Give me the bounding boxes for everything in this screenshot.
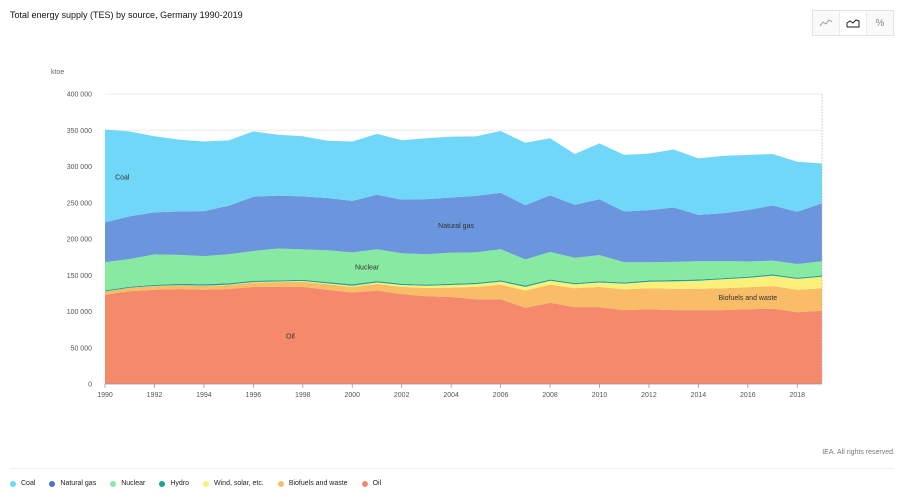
legend-divider: [10, 468, 894, 469]
legend-swatch: [49, 481, 55, 487]
stacked-area-chart: 0 50 000 100 000 150 000 200 000 250 000 300 0…: [0, 0, 907, 440]
y-tick-label: 350 000: [67, 128, 92, 135]
series-annotation: Coal: [115, 175, 130, 182]
series-annotation: Biofuels and waste: [718, 295, 777, 302]
legend-item-wind-solar[interactable]: Wind, solar, etc.: [203, 480, 264, 487]
x-tick-label: 2016: [740, 392, 756, 399]
series-annotation: Natural gas: [438, 223, 474, 230]
legend-label: Nuclear: [121, 480, 145, 487]
x-tick-label: 1996: [246, 392, 262, 399]
x-tick-label: 1998: [295, 392, 311, 399]
legend-item-nuclear[interactable]: Nuclear: [110, 480, 145, 487]
y-tick-label: 150 000: [67, 273, 92, 280]
x-tick-label: 1990: [97, 392, 113, 399]
legend-item-biofuels-waste[interactable]: Biofuels and waste: [278, 480, 348, 487]
legend-swatch: [362, 481, 368, 487]
legend-label: Oil: [373, 480, 382, 487]
y-tick-label: 100 000: [67, 309, 92, 316]
legend-swatch: [110, 481, 116, 487]
legend-item-oil[interactable]: Oil: [362, 480, 382, 487]
x-tick-label: 2000: [344, 392, 360, 399]
legend-label: Natural gas: [60, 480, 96, 487]
x-tick-label: 2012: [641, 392, 657, 399]
legend-item-coal[interactable]: Coal: [10, 480, 35, 487]
legend-label: Biofuels and waste: [289, 480, 348, 487]
x-tick-label: 2008: [542, 392, 558, 399]
legend-label: Wind, solar, etc.: [214, 480, 264, 487]
y-tick-label: 50 000: [71, 345, 93, 352]
series-annotation: Oil: [286, 333, 295, 340]
legend-label: Hydro: [170, 480, 189, 487]
x-tick-label: 2004: [443, 392, 459, 399]
x-tick-label: 2014: [691, 392, 707, 399]
x-tick-label: 1994: [196, 392, 212, 399]
legend-swatch: [203, 481, 209, 487]
legend-swatch: [278, 481, 284, 487]
chart-legend: Coal Natural gas Nuclear Hydro Wind, sol…: [10, 480, 381, 487]
legend-swatch: [159, 481, 165, 487]
legend-label: Coal: [21, 480, 35, 487]
legend-swatch: [10, 481, 16, 487]
x-tick-label: 1992: [147, 392, 163, 399]
x-tick-label: 2010: [592, 392, 608, 399]
y-axis-unit-label: ktoe: [51, 69, 64, 76]
x-tick-label: 2002: [394, 392, 410, 399]
x-tick-label: 2018: [789, 392, 805, 399]
legend-item-natural-gas[interactable]: Natural gas: [49, 480, 96, 487]
series-annotation: Nuclear: [355, 264, 380, 271]
y-tick-label: 250 000: [67, 200, 92, 207]
y-tick-label: 400 000: [67, 92, 92, 99]
x-tick-label: 2006: [493, 392, 509, 399]
y-tick-label: 0: [88, 382, 92, 389]
y-tick-label: 200 000: [67, 237, 92, 244]
credit-text: IEA. All rights reserved.: [760, 449, 895, 456]
y-tick-label: 300 000: [67, 164, 92, 171]
legend-item-hydro[interactable]: Hydro: [159, 480, 189, 487]
